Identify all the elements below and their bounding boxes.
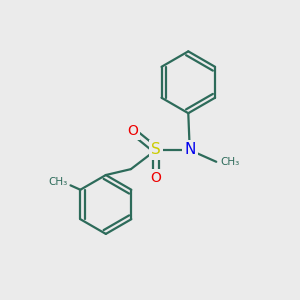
Text: CH₃: CH₃ [221,157,240,167]
Text: O: O [127,124,138,138]
Text: CH₃: CH₃ [48,177,68,188]
Text: O: O [151,171,161,185]
Text: N: N [184,142,195,158]
Text: S: S [151,142,161,158]
